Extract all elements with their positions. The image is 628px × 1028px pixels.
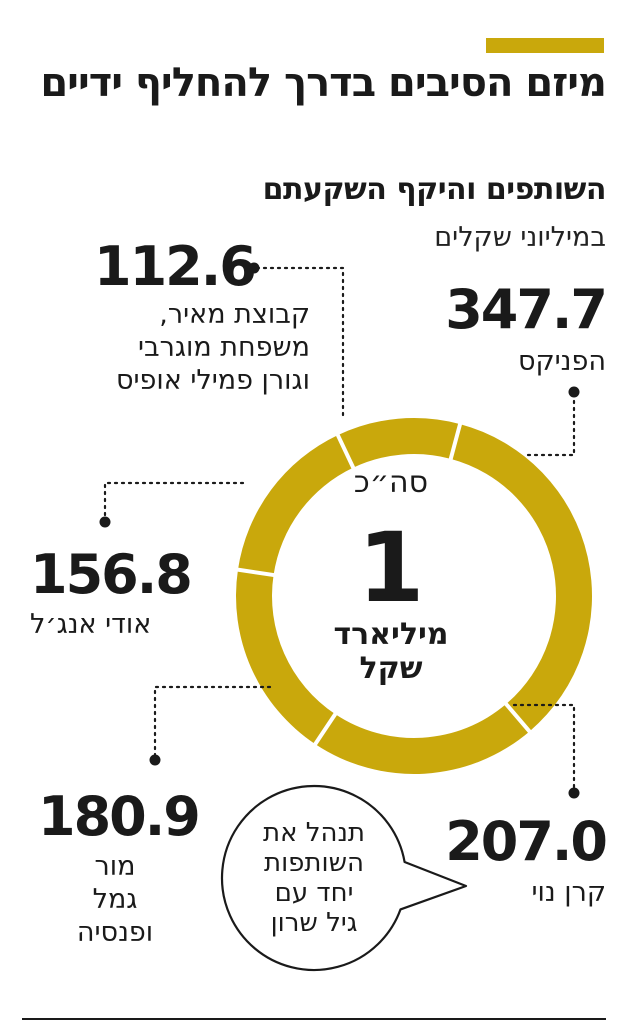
bottom-rule (22, 1018, 606, 1020)
total-value: 1 (357, 512, 425, 624)
leader-line-meir-group (252, 266, 345, 417)
leader-dot-keren-noy (568, 787, 580, 799)
leader-dot-meir-group (248, 262, 260, 274)
total-caption: סה״כ (353, 465, 429, 500)
slice-label-mor: מור גמל ופנסיה (76, 851, 154, 948)
unit-label: במיליוני שקלים (434, 222, 606, 253)
slice-value-mor: 180.9 (38, 785, 201, 848)
slice-value-phoenix: 347.7 (445, 278, 608, 341)
leader-line-mor (153, 685, 272, 762)
leader-dot-mor (149, 754, 161, 766)
speech-bubble-text: תנהל את השותפות יחד עם גיל שרון (263, 818, 365, 938)
slice-separator-phoenix (448, 421, 463, 462)
slice-label-meir-group: קבוצת מאיר, משפחת מוגרבי וגורן פמילי אופ… (115, 299, 310, 396)
leader-dot-phoenix (568, 386, 580, 398)
slice-separator-meir-group (335, 432, 356, 471)
speech-bubble (220, 784, 468, 972)
slice-value-meir-group: 112.6 (94, 235, 257, 298)
chart-subtitle: השותפים והיקף השקעתם (262, 172, 607, 207)
slice-value-keren-noy: 207.0 (445, 810, 608, 873)
slice-label-keren-noy: קרן נוי (531, 877, 606, 908)
slice-mor (236, 569, 336, 745)
slice-separator-udi-angel (235, 567, 276, 578)
slice-meir-group (337, 418, 461, 468)
slice-value-udi-angel: 156.8 (30, 543, 193, 606)
chart-title: מיזם הסיבים בדרך להחליף ידיים (40, 60, 607, 106)
leader-dot-udi-angel (99, 516, 111, 528)
leader-line-keren-noy (512, 703, 576, 795)
slice-keren-noy (315, 704, 530, 775)
slice-label-phoenix: הפניקס (517, 346, 606, 377)
accent-bar (486, 38, 604, 53)
leader-line-phoenix (526, 390, 576, 457)
total-unit: מיליארד שקל (333, 617, 449, 686)
slice-phoenix (450, 424, 593, 732)
slice-separator-keren-noy (503, 701, 533, 735)
slice-separator-mor (312, 711, 338, 747)
slice-udi-angel (237, 435, 354, 576)
slice-label-udi-angel: אודי אנג׳ל (30, 609, 152, 640)
leader-line-udi-angel (103, 481, 245, 524)
